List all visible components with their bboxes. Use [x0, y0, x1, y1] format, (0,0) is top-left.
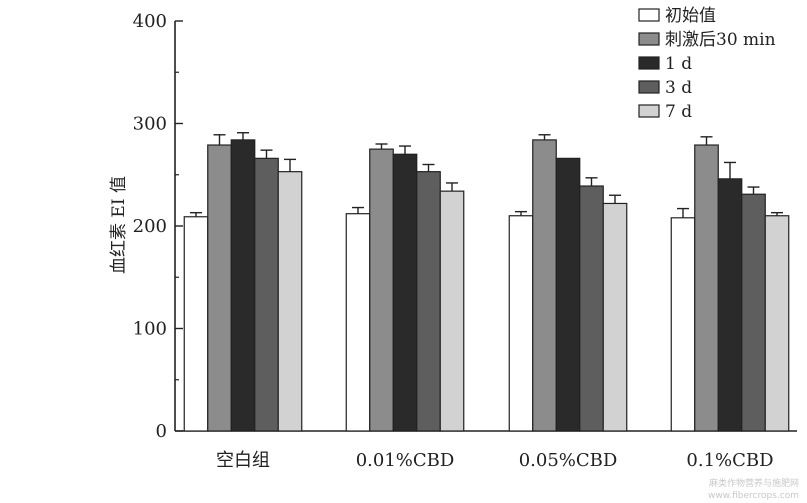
bar: [369, 148, 394, 432]
legend-swatch: [638, 32, 660, 46]
tick-labels: 0 100 200 300 400 空白组 0.01%CBD 0.05%CBD 0.1%CBD: [133, 11, 774, 471]
x-tick-label: 空白组: [216, 450, 270, 471]
bar: [741, 193, 766, 432]
watermark-url: www.fibercrops.com: [708, 491, 799, 501]
bar: [345, 213, 371, 432]
bar: [392, 153, 418, 432]
legend-label: 3 d: [665, 78, 692, 98]
bar: [508, 215, 534, 432]
legend-label: 1 d: [665, 54, 692, 74]
bars: [183, 132, 790, 432]
bar: [416, 171, 441, 432]
legend-swatch: [638, 80, 660, 94]
y-tick-label: 400: [133, 11, 167, 32]
bar: [717, 178, 743, 432]
bar: [694, 144, 719, 432]
bar: [207, 144, 232, 432]
y-tick-label: 0: [156, 421, 167, 442]
bar: [764, 215, 790, 432]
legend-swatch: [638, 104, 660, 118]
bar: [277, 171, 303, 432]
x-tick-label: 0.05%CBD: [519, 450, 618, 471]
bar: [555, 157, 581, 432]
bar: [183, 216, 209, 432]
x-tick-label: 0.01%CBD: [356, 450, 455, 471]
legend-label: 7 d: [665, 102, 692, 122]
legend-swatch: [638, 56, 660, 70]
y-tick-label: 100: [133, 319, 167, 340]
x-tick-label: 0.1%CBD: [686, 450, 773, 471]
bar: [532, 139, 557, 432]
bar: [602, 202, 628, 432]
bar: [579, 185, 604, 432]
watermark-text: 麻类作物营养与施肥网: [708, 479, 799, 489]
bar: [254, 157, 279, 432]
legend-swatch: [638, 8, 660, 22]
y-tick-label: 300: [133, 114, 167, 135]
bar: [439, 190, 465, 432]
legend-label: 刺激后30 min: [665, 30, 776, 50]
bar: [670, 217, 696, 432]
legend-label: 初始值: [665, 6, 716, 26]
y-tick-label: 200: [133, 216, 167, 237]
y-axis-label: 血红素 EI 值: [109, 176, 129, 274]
bar: [230, 139, 256, 432]
